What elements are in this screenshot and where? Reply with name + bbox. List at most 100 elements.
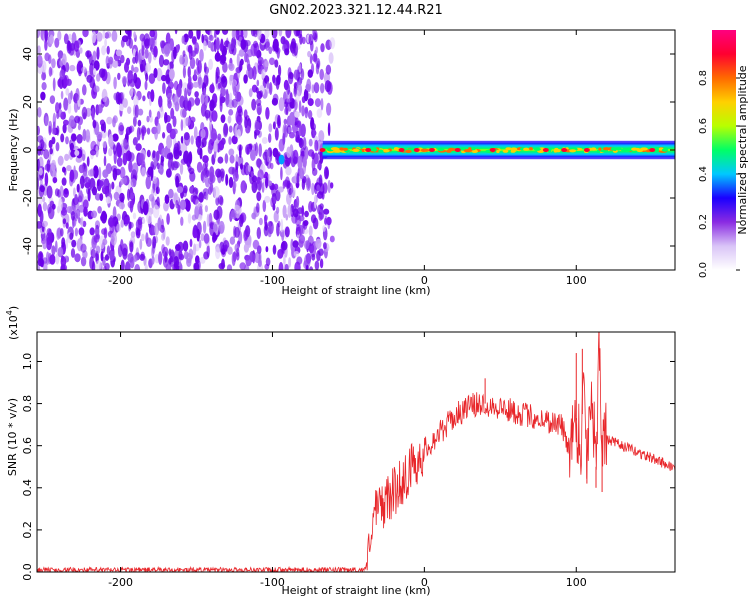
noise-blob — [127, 70, 134, 84]
noise-blob — [54, 188, 60, 197]
noise-blob — [319, 203, 324, 210]
noise-blob — [137, 119, 142, 127]
noise-blob — [318, 248, 324, 256]
snr-x-ticks: -200 -100 0 100 — [108, 332, 587, 589]
y-tick-label: -40 — [21, 237, 34, 255]
noise-blob — [130, 231, 136, 238]
noise-blob — [316, 108, 323, 118]
noise-blob — [118, 124, 125, 132]
noise-blob — [146, 211, 153, 225]
noise-blob — [303, 220, 309, 226]
noise-blob — [203, 233, 210, 244]
noise-blob — [208, 58, 214, 70]
noise-blob — [130, 178, 137, 188]
noise-blob — [293, 86, 298, 97]
noise-blob — [42, 69, 46, 81]
noise-blob — [125, 261, 131, 270]
noise-blob — [238, 144, 242, 158]
noise-blob — [268, 133, 272, 144]
noise-blob — [164, 194, 170, 204]
band-hotspot — [510, 149, 516, 153]
band-peak — [398, 148, 405, 152]
noise-blob — [196, 161, 203, 173]
noise-blob — [110, 232, 118, 246]
colorbar-tick-label: 0.6 — [698, 118, 709, 134]
noise-blob — [240, 180, 247, 194]
noise-blob — [139, 153, 145, 165]
noise-blob — [304, 108, 308, 119]
noise-blob — [209, 84, 215, 94]
noise-blob — [198, 239, 202, 249]
noise-blob — [148, 109, 152, 118]
noise-blob — [149, 38, 156, 48]
noise-blob — [40, 91, 46, 101]
noise-blob — [289, 92, 293, 103]
noise-blob — [51, 245, 56, 256]
noise-blob — [142, 201, 149, 216]
noise-blob — [78, 204, 85, 213]
band-hotspot — [463, 149, 473, 153]
noise-blob — [281, 240, 288, 251]
noise-blob — [257, 259, 262, 267]
noise-blob — [104, 254, 110, 261]
noise-blob — [141, 167, 146, 178]
noise-blob — [274, 59, 279, 68]
noise-blob — [285, 214, 289, 221]
band-hotspot — [448, 147, 456, 151]
spectrogram-y-ticks: -40 -20 0 20 40 — [21, 47, 675, 255]
noise-blob — [82, 199, 89, 210]
noise-blob — [277, 186, 284, 193]
noise-blob — [228, 63, 235, 72]
noise-blob — [75, 88, 80, 101]
noise-blob — [132, 162, 139, 176]
noise-blob — [51, 127, 57, 135]
noise-blob — [61, 237, 66, 248]
noise-blob — [285, 166, 292, 176]
noise-blob — [86, 74, 93, 83]
noise-blob — [181, 53, 189, 68]
noise-blob — [200, 128, 206, 139]
noise-blob — [309, 266, 314, 270]
noise-blob — [231, 79, 236, 92]
noise-blob — [184, 117, 191, 127]
noise-blob — [115, 49, 123, 57]
band-hotspot — [437, 147, 445, 152]
noise-blob — [74, 227, 78, 237]
noise-blob — [302, 137, 307, 151]
noise-blob — [86, 156, 90, 167]
noise-blob — [150, 167, 154, 182]
noise-blob — [191, 36, 197, 45]
noise-blob — [146, 127, 151, 135]
noise-blob — [112, 60, 119, 68]
noise-blob — [113, 76, 117, 90]
noise-blob — [193, 262, 200, 270]
noise-blob — [325, 167, 329, 179]
noise-blob — [183, 251, 189, 260]
noise-blob — [292, 156, 298, 165]
noise-blob — [86, 50, 90, 60]
noise-blob — [227, 115, 232, 124]
noise-blob — [296, 173, 300, 185]
noise-blob — [329, 37, 336, 50]
noise-blob — [217, 82, 221, 89]
noise-blob — [312, 30, 315, 38]
band-hotspot — [661, 148, 669, 152]
noise-blob — [111, 30, 118, 42]
noise-blob — [235, 161, 239, 171]
noise-blob — [177, 186, 184, 194]
noise-blob — [165, 43, 171, 55]
y-tick-label: 40 — [21, 47, 34, 61]
noise-blob — [288, 257, 292, 268]
noise-blob — [152, 204, 160, 219]
band-onset — [278, 154, 285, 165]
noise-blob — [229, 154, 235, 164]
noise-blob — [163, 59, 170, 66]
noise-blob — [179, 199, 187, 211]
noise-blob — [179, 150, 182, 157]
noise-blob — [264, 30, 270, 39]
noise-blob — [236, 129, 241, 139]
noise-blob — [290, 238, 294, 252]
noise-blob — [133, 254, 138, 262]
noise-blob — [301, 205, 305, 218]
